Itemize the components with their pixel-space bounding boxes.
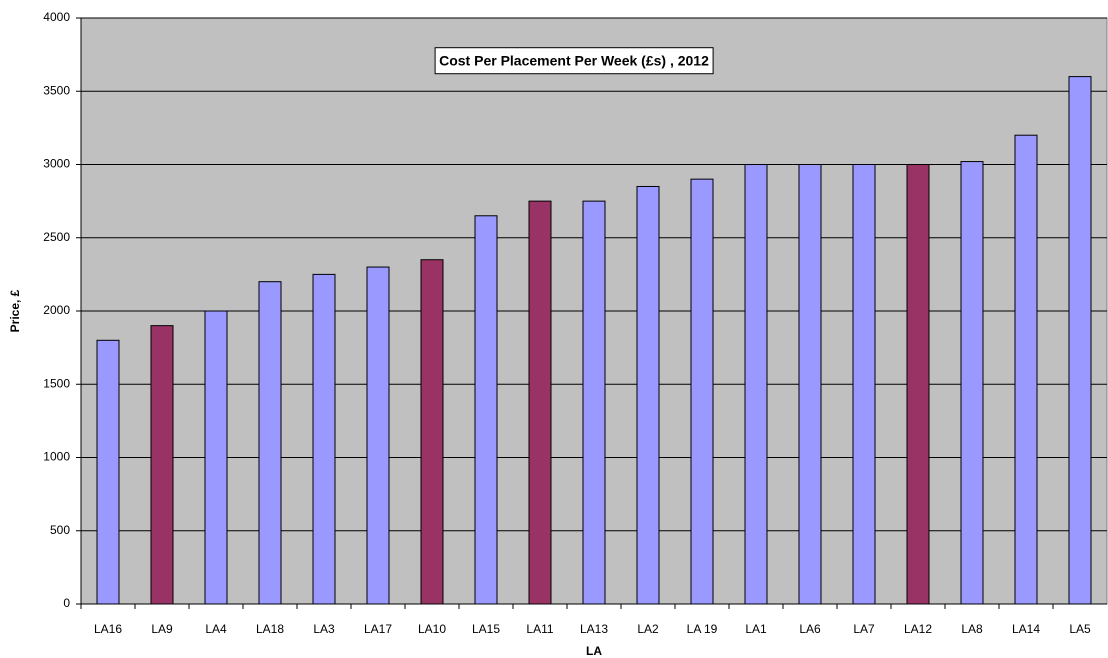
- bar: [204, 310, 228, 605]
- bar: [744, 164, 768, 605]
- bar: [636, 185, 660, 605]
- x-tick-label: LA1: [745, 622, 767, 636]
- y-tick-label: 3000: [43, 157, 70, 171]
- chart-title: Cost Per Placement Per Week (£s) , 2012: [439, 53, 709, 69]
- bar: [366, 266, 390, 605]
- x-tick-label: LA8: [961, 622, 983, 636]
- bar: [420, 259, 444, 605]
- bar: [1014, 134, 1038, 605]
- x-tick-label: LA14: [1012, 622, 1040, 636]
- bar: [528, 200, 552, 605]
- bar: [906, 164, 930, 605]
- x-tick-label: LA3: [313, 622, 335, 636]
- bar: [258, 281, 282, 605]
- bar: [960, 161, 984, 605]
- x-tick-label: LA6: [799, 622, 821, 636]
- y-tick-label: 1000: [43, 450, 70, 464]
- x-tick-label: LA12: [904, 622, 932, 636]
- bar: [582, 200, 606, 605]
- y-tick-label: 0: [63, 596, 70, 610]
- x-tick-label: LA13: [580, 622, 608, 636]
- x-tick-label: LA 19: [687, 622, 718, 636]
- bar: [150, 325, 174, 605]
- bar: [96, 339, 120, 605]
- y-tick-label: 2500: [43, 230, 70, 244]
- bar: [690, 178, 714, 605]
- bar: [474, 215, 498, 605]
- x-tick-label: LA4: [205, 622, 227, 636]
- y-tick-label: 1500: [43, 376, 70, 390]
- bar: [312, 273, 336, 605]
- bar: [1068, 76, 1092, 605]
- y-tick-label: 3500: [43, 83, 70, 97]
- bar: [852, 164, 876, 605]
- x-tick-label: LA9: [151, 622, 173, 636]
- x-tick-label: LA5: [1069, 622, 1091, 636]
- bar: [798, 164, 822, 605]
- x-tick-label: LA10: [418, 622, 446, 636]
- x-tick-label: LA17: [364, 622, 392, 636]
- x-tick-label: LA18: [256, 622, 284, 636]
- y-axis-label: Price, £: [8, 289, 22, 332]
- x-tick-label: LA16: [94, 622, 122, 636]
- x-axis-label: LA: [586, 644, 602, 658]
- y-tick-label: 2000: [43, 303, 70, 317]
- y-tick-label: 500: [50, 523, 70, 537]
- title-box: [434, 47, 714, 75]
- x-tick-label: LA11: [526, 622, 553, 636]
- x-tick-label: LA2: [637, 622, 659, 636]
- x-tick-label: LA15: [472, 622, 500, 636]
- y-tick-label: 4000: [43, 10, 70, 24]
- x-tick-label: LA7: [853, 622, 875, 636]
